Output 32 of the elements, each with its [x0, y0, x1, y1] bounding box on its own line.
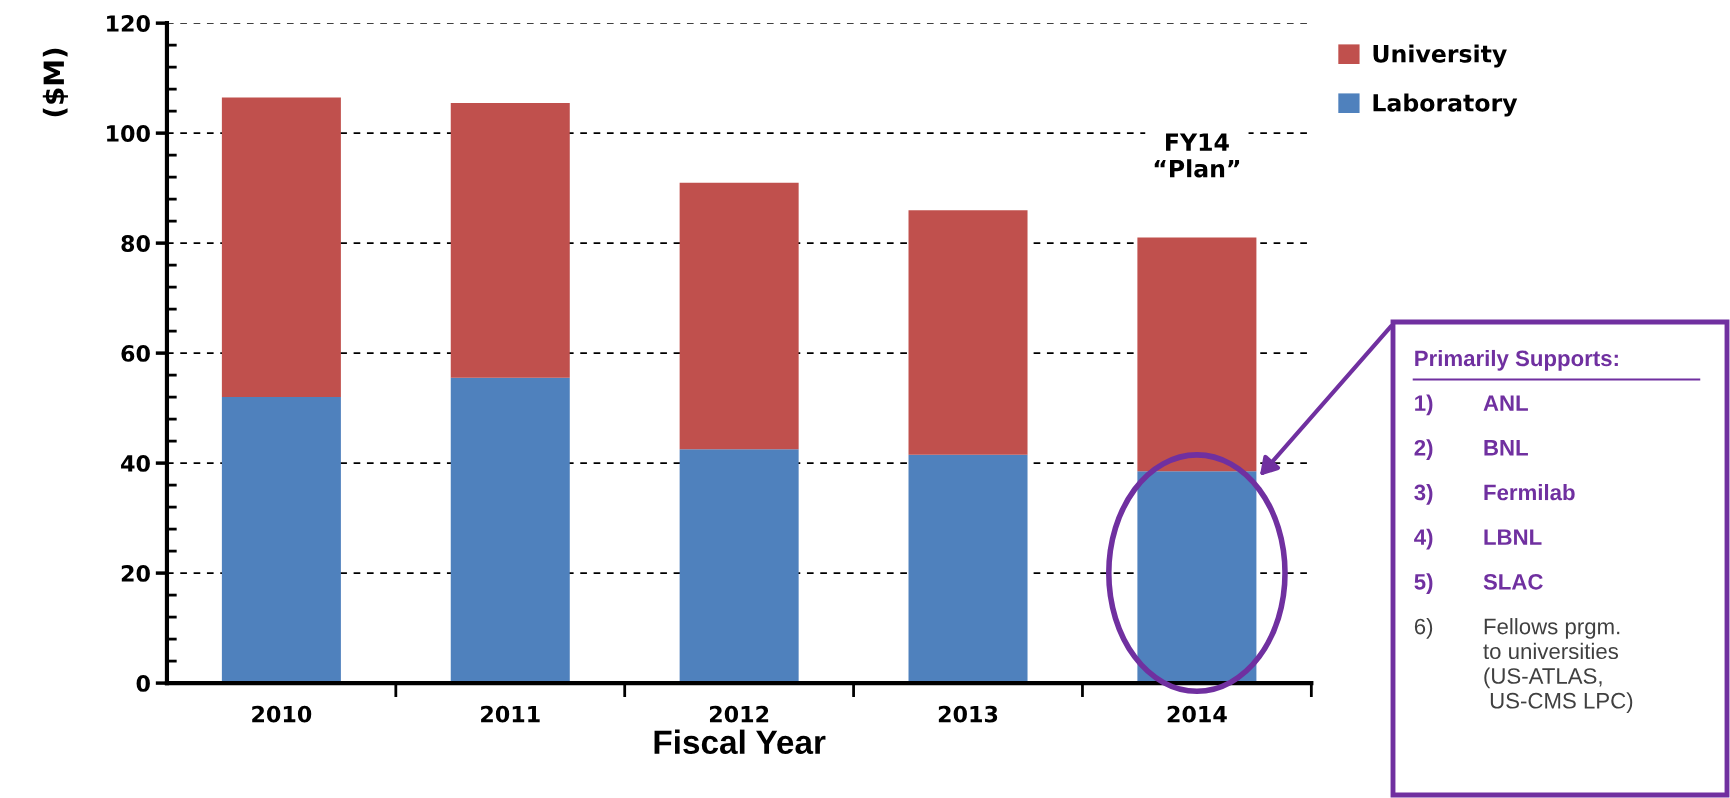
text: Primarily Supports:: [1415, 349, 1618, 371]
y-tick-label: 60: [121, 345, 150, 362]
x-tick-label: 2014: [1167, 705, 1227, 723]
bar: [221, 397, 341, 684]
bar: [450, 102, 570, 378]
y-tick-label: 40: [121, 455, 150, 472]
bar: [908, 210, 1028, 455]
y-tick-label: 0: [136, 675, 150, 692]
text: 3) Fermilab: [1414, 483, 1575, 505]
y-tick-label: 80: [121, 235, 150, 252]
bar: [679, 449, 799, 684]
bar: [450, 377, 570, 684]
bar: [221, 97, 341, 398]
x-tick-label: 2011: [481, 705, 540, 723]
x-tick-label: 2012: [709, 705, 769, 723]
y-tick-label: 120: [107, 15, 150, 32]
legend-label: Laboratory: [1373, 93, 1518, 117]
bar: [908, 454, 1028, 684]
text: 4) LBNL: [1414, 528, 1542, 550]
y-tick-label: 20: [121, 565, 150, 582]
y-tick-label: 100: [107, 125, 150, 142]
x-axis-title: Fiscal Year: [654, 729, 826, 755]
text: 2) BNL: [1414, 439, 1528, 461]
text: 5) SLAC: [1414, 573, 1543, 595]
text: 6) Fellows prgm. to universities (US-ATLAS, US-CMS LPC): [1414, 618, 1633, 713]
x-tick-label: 2010: [252, 705, 312, 723]
annotation: FY14 “Plan”: [1154, 133, 1240, 178]
bar: [679, 182, 799, 450]
y-axis-title: ($M): [42, 48, 68, 117]
legend-label: University: [1373, 44, 1507, 68]
text: 1) ANL: [1415, 394, 1528, 416]
x-tick-label: 2013: [938, 705, 998, 723]
